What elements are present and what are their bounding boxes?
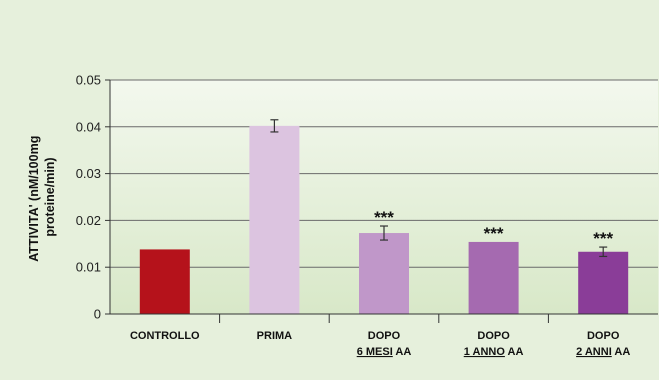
significance-marker: *** [484, 224, 504, 243]
y-tick-label: 0.03 [76, 166, 101, 181]
bar [359, 233, 409, 314]
x-category-sublabel-underlined: 1 ANNO [464, 346, 506, 358]
y-axis-label-line-2: proteine/min) [43, 157, 57, 236]
bar [139, 249, 190, 314]
x-category-label: PRIMA [257, 330, 293, 342]
y-axis: 0 0.01 0.02 0.03 0.04 0.05 [76, 73, 111, 322]
y-axis-label: ATTIVITA' (nM/100mg proteine/min) [27, 132, 57, 262]
y-tick-label: 0 [94, 307, 101, 322]
x-category-sublabel: 6 MESI AA [357, 346, 412, 358]
x-category-label: DOPO [587, 330, 620, 342]
y-axis-label-line-1: ATTIVITA' (nM/100mg [27, 136, 41, 262]
y-tick-label: 0.01 [76, 260, 101, 275]
bar [249, 125, 300, 314]
x-category-sublabel-underlined: 2 ANNI [576, 346, 612, 358]
bar [468, 241, 519, 314]
x-category-label: DOPO [477, 330, 510, 342]
bars: *** *** *** [139, 119, 629, 314]
x-axis: CONTROLLO PRIMA DOPO 6 MESI AA DOPO 1 ANNO AA… [110, 313, 658, 358]
y-tick-label: 0.04 [76, 119, 101, 134]
y-tick-label: 0.05 [76, 73, 101, 88]
x-category-sublabel-suffix: AA [393, 346, 412, 358]
x-category-sublabel: 1 ANNO AA [464, 346, 524, 358]
x-category-sublabel: 2 ANNI AA [576, 346, 630, 358]
x-category-sublabel-suffix: AA [505, 346, 524, 358]
bar [578, 251, 629, 314]
x-category-label: CONTROLLO [130, 330, 200, 342]
x-category-label: DOPO [368, 330, 401, 342]
significance-marker: *** [374, 208, 394, 227]
x-category-sublabel-suffix: AA [612, 346, 631, 358]
x-category-sublabel-underlined: 6 MESI [357, 346, 393, 358]
y-tick-label: 0.02 [76, 213, 101, 228]
significance-marker: *** [593, 229, 613, 248]
